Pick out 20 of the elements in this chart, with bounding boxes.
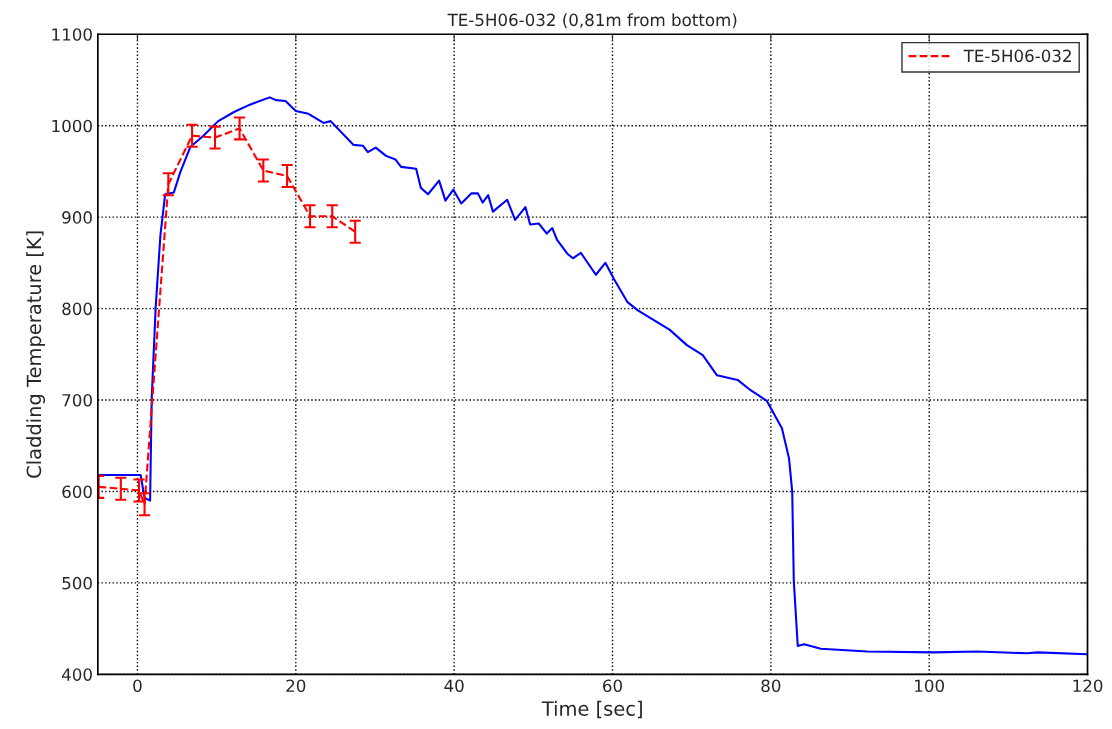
y-tick-label: 800: [62, 302, 92, 316]
x-tick-label: 60: [603, 679, 622, 693]
y-tick-label: 400: [62, 668, 92, 681]
line-series: [97, 96, 1088, 656]
x-tick-label: 80: [761, 679, 781, 693]
y-tick-label: 700: [62, 393, 92, 407]
x-tick-label: 20: [286, 679, 306, 693]
x-tick-label: 40: [444, 679, 464, 693]
chart-title: TE-5H06-032 (0,81m from bottom): [447, 13, 737, 29]
y-tick-label: 500: [62, 576, 92, 590]
x-tick-label: 0: [133, 679, 142, 693]
y-axis-title: Cladding Temperature [K]: [26, 231, 46, 478]
x-axis-title: Time [sec]: [541, 700, 642, 719]
y-tick-label: 1000: [52, 119, 92, 133]
x-tick-label: 120: [1073, 679, 1103, 693]
legend-label: TE-5H06-032: [963, 49, 1071, 63]
y-tick-label: 1100: [52, 28, 92, 41]
y-tick-label: 600: [62, 485, 92, 499]
x-tick-label: 100: [915, 679, 944, 693]
y-tick-label: 900: [62, 211, 92, 224]
